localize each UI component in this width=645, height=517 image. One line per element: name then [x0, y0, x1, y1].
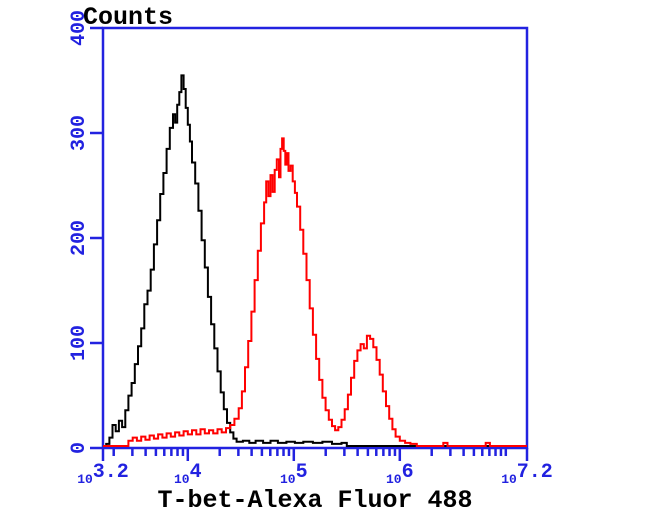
- axes: [90, 26, 529, 461]
- y-tick-label: 0: [68, 442, 91, 454]
- red-histogram-curve: [103, 137, 527, 447]
- x-tick-label: 107.2: [501, 461, 553, 487]
- histogram-curves: [103, 74, 527, 447]
- y-tick-label: 300: [68, 115, 91, 151]
- y-tick-label: 200: [68, 220, 91, 256]
- plot-border: [101, 26, 529, 450]
- tick-labels: 0 100 200 300 400 103.2 104 105 106 107.2: [68, 10, 553, 487]
- y-tick-label: 100: [68, 325, 91, 361]
- x-tick-label: 105: [280, 461, 308, 487]
- y-tick-label: 400: [68, 10, 91, 46]
- black-histogram-curve: [103, 74, 527, 447]
- x-axis-label: T-bet-Alexa Fluor 488: [157, 486, 472, 515]
- x-tick-label: 104: [174, 461, 202, 487]
- x-tick-label: 106: [386, 461, 414, 487]
- x-tick-label: 103.2: [77, 461, 129, 487]
